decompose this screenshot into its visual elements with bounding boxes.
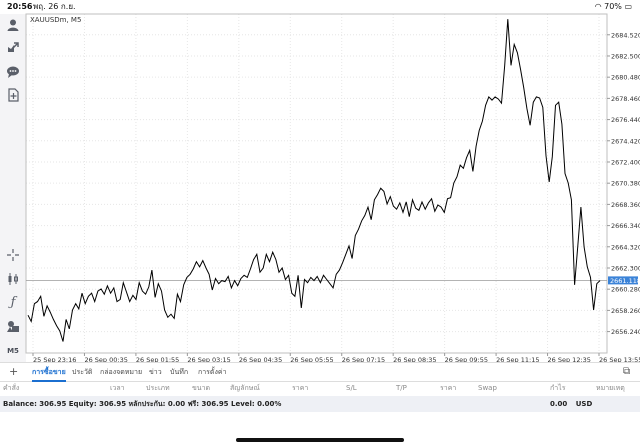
status-right: ◠ 70% ▭ bbox=[595, 0, 632, 14]
col-order: คำสั่ง bbox=[3, 384, 20, 392]
chart-grid bbox=[26, 14, 607, 353]
col-symbol: สัญลักษณ์ bbox=[230, 384, 260, 392]
y-tick-label: 2656.240 bbox=[611, 328, 640, 336]
terminal-tabs: + การซื้อขาย ประวัติ กล่องจดหมาย ข่าว บั… bbox=[0, 362, 640, 382]
expand-panel-icon[interactable]: ⧉ bbox=[623, 366, 631, 377]
y-tick-label: 2672.400 bbox=[611, 158, 640, 166]
price-chart[interactable]: 2661.118 2684.520 2682.500 2680.480 2678.46… bbox=[0, 0, 640, 362]
chart-title: XAUUSDm, M5 bbox=[30, 16, 81, 24]
x-tick-label: 26 Sep 09:55 bbox=[445, 356, 488, 362]
x-tick-label: 26 Sep 04:35 bbox=[239, 356, 282, 362]
balance-row: Balance: 306.95 Equity: 306.95 หลักประกั… bbox=[0, 396, 640, 412]
x-axis: 25 Sep 23:16 26 Sep 00:35 26 Sep 01:55 26 S… bbox=[32, 353, 640, 362]
timeframe-button[interactable]: M5 bbox=[7, 347, 19, 355]
x-tick-label: 26 Sep 13:55 bbox=[599, 356, 640, 362]
current-price-line-group: 2661.118 bbox=[26, 276, 640, 285]
y-tick-label: 2682.500 bbox=[611, 52, 640, 60]
tab-news[interactable]: ข่าว bbox=[149, 368, 162, 376]
x-tick-label: 26 Sep 07:15 bbox=[342, 356, 385, 362]
chat-icon[interactable] bbox=[4, 63, 22, 81]
col-comment: หมายเหตุ bbox=[596, 384, 625, 392]
col-time: เวลา bbox=[110, 384, 125, 392]
tab-trade[interactable]: การซื้อขาย bbox=[32, 363, 66, 382]
tab-settings[interactable]: การตั้งค่า bbox=[198, 368, 227, 376]
crosshair-icon[interactable] bbox=[4, 246, 22, 264]
y-tick-label: 2684.520 bbox=[611, 31, 640, 39]
candlestick-icon[interactable] bbox=[4, 270, 22, 288]
chart-toolbar: ƒ M5 bbox=[0, 14, 27, 362]
tab-mailbox[interactable]: กล่องจดหมาย bbox=[100, 368, 143, 376]
x-tick-label: 26 Sep 03:15 bbox=[187, 356, 230, 362]
balance-summary: Balance: 306.95 Equity: 306.95 หลักประกั… bbox=[3, 400, 282, 408]
col-price: ราคา bbox=[292, 384, 309, 392]
x-tick-label: 26 Sep 12:35 bbox=[548, 356, 591, 362]
clock: 20:56 bbox=[7, 2, 33, 11]
y-tick-label: 2680.480 bbox=[611, 74, 640, 82]
x-tick-label: 25 Sep 23:16 bbox=[33, 356, 76, 362]
wifi-icon: ◠ bbox=[594, 2, 602, 11]
y-tick-label: 2664.320 bbox=[611, 243, 640, 251]
current-price-tag bbox=[608, 276, 638, 285]
add-order-icon[interactable]: + bbox=[9, 365, 19, 378]
orders-table-header: คำสั่ง เวลา ประเภท ขนาด สัญลักษณ์ ราคา S… bbox=[0, 381, 640, 395]
col-swap: Swap bbox=[478, 384, 497, 392]
y-tick-label: 2658.260 bbox=[611, 307, 640, 315]
profit-value: 0.00 bbox=[550, 400, 568, 408]
trade-icon[interactable] bbox=[4, 38, 22, 56]
total-profit: 0.00 USD bbox=[550, 396, 592, 412]
objects-icon[interactable] bbox=[4, 317, 22, 335]
tab-journal[interactable]: บันทึก bbox=[170, 368, 189, 376]
col-volume: ขนาด bbox=[192, 384, 211, 392]
home-indicator bbox=[236, 438, 404, 442]
col-profit: กำไร bbox=[550, 384, 566, 392]
price-series-line bbox=[27, 19, 601, 342]
x-tick-label: 26 Sep 05:55 bbox=[290, 356, 333, 362]
y-tick-label: 2678.460 bbox=[611, 95, 640, 103]
y-axis: 2684.520 2682.500 2680.480 2678.460 2676.440… bbox=[607, 31, 640, 336]
add-indicator-icon[interactable] bbox=[4, 86, 22, 104]
battery-percent: 70% bbox=[604, 2, 622, 11]
col-current-price: ราคา bbox=[440, 384, 457, 392]
y-tick-label: 2666.340 bbox=[611, 222, 640, 230]
chart-background bbox=[26, 14, 607, 362]
col-tp: T/P bbox=[396, 384, 407, 392]
profit-currency: USD bbox=[575, 400, 593, 408]
x-tick-label: 26 Sep 11:15 bbox=[496, 356, 539, 362]
y-tick-label: 2670.380 bbox=[611, 180, 640, 188]
x-tick-label: 26 Sep 00:35 bbox=[84, 356, 127, 362]
battery-icon: ▭ bbox=[624, 2, 632, 11]
x-tick-label: 26 Sep 01:55 bbox=[136, 356, 179, 362]
y-tick-label: 2660.280 bbox=[611, 286, 640, 294]
account-icon[interactable] bbox=[4, 16, 22, 34]
date: พฤ. 26 ก.ย. bbox=[33, 2, 76, 11]
x-tick-label: 26 Sep 08:35 bbox=[393, 356, 436, 362]
function-icon[interactable]: ƒ bbox=[10, 294, 16, 310]
current-price-label: 2661.118 bbox=[610, 277, 640, 285]
y-tick-label: 2662.300 bbox=[611, 264, 640, 272]
y-tick-label: 2676.440 bbox=[611, 116, 640, 124]
tab-history[interactable]: ประวัติ bbox=[72, 368, 93, 376]
y-tick-label: 2674.420 bbox=[611, 137, 640, 145]
col-sl: S/L bbox=[346, 384, 357, 392]
y-tick-label: 2668.360 bbox=[611, 201, 640, 209]
col-type: ประเภท bbox=[146, 384, 170, 392]
status-bar: 20:56 พฤ. 26 ก.ย. ◠ 70% ▭ bbox=[0, 0, 640, 14]
